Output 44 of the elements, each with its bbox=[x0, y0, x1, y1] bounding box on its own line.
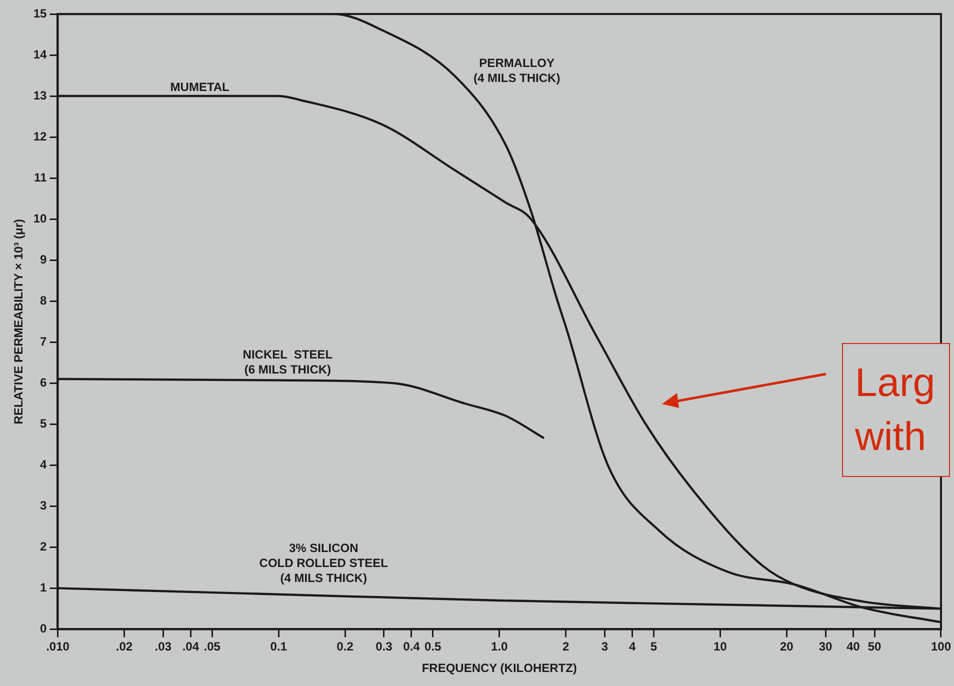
x-axis-title: FREQUENCY (KILOHERTZ) bbox=[422, 661, 577, 676]
x-tick-label: 100 bbox=[930, 640, 952, 654]
y-tick-label: 8 bbox=[40, 293, 48, 308]
x-tick-label: 20 bbox=[780, 640, 794, 654]
x-tick-label: 10 bbox=[714, 640, 728, 654]
x-tick-label: 50 bbox=[868, 640, 882, 654]
x-tick-label: 3 bbox=[601, 640, 608, 654]
x-tick-label: .04 bbox=[182, 640, 200, 654]
series-label: MUMETAL bbox=[170, 80, 230, 94]
x-tick-label: 1.0 bbox=[491, 640, 508, 654]
x-tick-label: 0.3 bbox=[376, 640, 393, 654]
x-tick-label: 4 bbox=[628, 640, 636, 654]
y-tick-label: 14 bbox=[33, 47, 48, 62]
y-tick-label: 6 bbox=[40, 375, 48, 390]
x-tick-label: .03 bbox=[154, 640, 172, 654]
x-tick-label: 0.4 bbox=[403, 640, 420, 654]
x-tick-label: 30 bbox=[818, 640, 833, 654]
y-tick-label: 1 bbox=[40, 580, 48, 594]
y-tick-label: 5 bbox=[40, 416, 48, 430]
y-tick-label: 0 bbox=[40, 622, 48, 636]
x-tick-label: 40 bbox=[846, 640, 860, 654]
y-tick-label: 15 bbox=[33, 6, 48, 20]
x-tick-label: 0.5 bbox=[424, 640, 442, 654]
y-tick-label: 9 bbox=[40, 252, 48, 266]
x-tick-label: .010 bbox=[46, 640, 70, 654]
y-tick-label: 4 bbox=[40, 457, 48, 472]
annotation: Larg with bbox=[842, 343, 950, 477]
series-label: PERMALLOY (4 MILS THICK) bbox=[474, 56, 560, 86]
x-tick-label: 0.2 bbox=[336, 640, 354, 654]
x-tick-label: .05 bbox=[204, 640, 221, 654]
y-tick-label: 12 bbox=[33, 129, 48, 144]
series-label: NICKEL STEEL (6 MILS THICK) bbox=[242, 347, 333, 376]
y-tick-label: 2 bbox=[40, 539, 48, 554]
y-tick-label: 3 bbox=[40, 498, 48, 512]
y-tick-label: 11 bbox=[34, 170, 48, 184]
y-axis-title: RELATIVE PERMEABILITY × 10³ (μr) bbox=[12, 218, 26, 424]
x-tick-label: 5 bbox=[650, 640, 658, 654]
x-tick-label: .02 bbox=[116, 640, 133, 654]
y-tick-label: 7 bbox=[40, 334, 48, 348]
x-tick-label: 0.1 bbox=[270, 640, 288, 654]
y-tick-label: 10 bbox=[33, 211, 48, 226]
x-tick-label: 2 bbox=[562, 640, 570, 654]
y-tick-label: 13 bbox=[33, 88, 48, 102]
series-label: 3% SILICON COLD ROLLED STEEL (4 MILS THICK) bbox=[259, 540, 388, 585]
